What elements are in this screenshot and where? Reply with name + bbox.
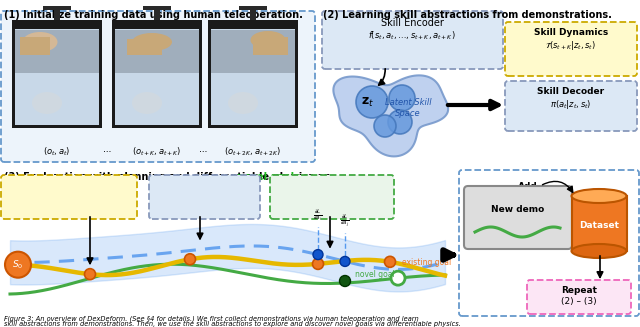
Text: existing goal: existing goal bbox=[402, 258, 451, 267]
Ellipse shape bbox=[22, 32, 58, 52]
Text: Plan skill with dynamics: Plan skill with dynamics bbox=[12, 181, 126, 190]
Circle shape bbox=[313, 250, 323, 260]
Text: Repeat: Repeat bbox=[561, 286, 597, 295]
Bar bbox=[208, 20, 298, 128]
Bar bbox=[15, 30, 99, 73]
Bar bbox=[20, 37, 50, 55]
Bar bbox=[211, 29, 295, 125]
Text: Skill Encoder: Skill Encoder bbox=[381, 18, 444, 28]
Circle shape bbox=[389, 85, 415, 111]
Text: $(o_{t+K}, a_{t+K})$: $(o_{t+K}, a_{t+K})$ bbox=[132, 145, 182, 158]
Bar bbox=[15, 29, 99, 125]
Text: skill abstractions from demonstrations. Then, we use the skill abstractions to e: skill abstractions from demonstrations. … bbox=[4, 321, 461, 327]
Ellipse shape bbox=[132, 92, 162, 114]
Text: (2) Learning skill abstractions from demonstrations.: (2) Learning skill abstractions from dem… bbox=[323, 10, 612, 20]
Bar bbox=[143, 6, 171, 10]
Circle shape bbox=[374, 115, 396, 137]
Circle shape bbox=[385, 256, 396, 267]
Circle shape bbox=[340, 256, 350, 267]
Text: (2) – (3): (2) – (3) bbox=[561, 297, 597, 306]
Text: $\cdots$: $\cdots$ bbox=[102, 145, 112, 154]
Text: Dataset: Dataset bbox=[579, 220, 619, 230]
Text: (1) Initialize training data using human teleoperation.: (1) Initialize training data using human… bbox=[4, 10, 303, 20]
Text: Latent Skill
Space: Latent Skill Space bbox=[385, 98, 431, 118]
Ellipse shape bbox=[32, 92, 62, 114]
Circle shape bbox=[388, 110, 412, 134]
FancyBboxPatch shape bbox=[270, 175, 394, 219]
Bar bbox=[112, 20, 202, 128]
Text: Figure 3: An overview of DexDeform. (See §4 for details.) We first collect demon: Figure 3: An overview of DexDeform. (See… bbox=[4, 315, 419, 322]
FancyBboxPatch shape bbox=[464, 186, 572, 249]
Ellipse shape bbox=[572, 244, 627, 258]
Circle shape bbox=[84, 269, 95, 280]
Text: novel goals.: novel goals. bbox=[237, 172, 303, 182]
Text: $\mathbf{z}_t$: $\mathbf{z}_t$ bbox=[362, 95, 374, 109]
Text: $\pi(a_t|z_t, s_t)$: $\pi(a_t|z_t, s_t)$ bbox=[550, 98, 592, 111]
Polygon shape bbox=[333, 75, 448, 156]
Text: $\mathcal{T}(s_{t+K}|z_t, s_t)$: $\mathcal{T}(s_{t+K}|z_t, s_t)$ bbox=[45, 192, 93, 205]
FancyBboxPatch shape bbox=[149, 175, 260, 219]
Text: Skill Decoder: Skill Decoder bbox=[538, 87, 605, 96]
Bar bbox=[211, 29, 295, 125]
Circle shape bbox=[356, 86, 388, 118]
Text: $\mathcal{T}(s_{t+K}|z_t, s_t)$: $\mathcal{T}(s_{t+K}|z_t, s_t)$ bbox=[545, 39, 596, 52]
Ellipse shape bbox=[228, 92, 258, 114]
Text: $\nabla_a L(s_T, g)$: $\nabla_a L(s_T, g)$ bbox=[313, 192, 351, 205]
Ellipse shape bbox=[132, 33, 172, 51]
Bar bbox=[154, 10, 160, 20]
Text: Gradient Descent: Gradient Descent bbox=[291, 181, 374, 190]
Circle shape bbox=[184, 254, 195, 265]
Circle shape bbox=[312, 258, 323, 269]
Text: novel goal: novel goal bbox=[355, 270, 395, 279]
Text: $\frac{\partial L}{\partial a_j}$: $\frac{\partial L}{\partial a_j}$ bbox=[340, 213, 349, 230]
Bar bbox=[115, 29, 199, 125]
Bar bbox=[115, 29, 199, 125]
Ellipse shape bbox=[572, 189, 627, 203]
Bar bbox=[239, 6, 267, 10]
Text: $\cdots$: $\cdots$ bbox=[198, 145, 208, 154]
FancyBboxPatch shape bbox=[1, 11, 315, 162]
FancyBboxPatch shape bbox=[527, 280, 631, 314]
Bar bbox=[211, 30, 295, 73]
Circle shape bbox=[339, 276, 351, 286]
Text: Add: Add bbox=[518, 182, 538, 191]
Bar bbox=[572, 196, 627, 251]
Bar bbox=[12, 20, 102, 128]
Bar bbox=[54, 10, 60, 20]
Text: $\pi(a_t|z_t, s_t)$: $\pi(a_t|z_t, s_t)$ bbox=[184, 192, 224, 205]
Circle shape bbox=[391, 271, 405, 285]
Text: $f(s_t, a_t, \ldots, s_{t+K}, a_{t+K})$: $f(s_t, a_t, \ldots, s_{t+K}, a_{t+K})$ bbox=[368, 29, 456, 42]
Text: $(o_{t+2K}, a_{t+2K})$: $(o_{t+2K}, a_{t+2K})$ bbox=[225, 145, 282, 158]
Text: (3) Exploration with planning and differentiable physics on: (3) Exploration with planning and differ… bbox=[4, 172, 334, 182]
Circle shape bbox=[5, 252, 31, 278]
Text: $\frac{\partial L}{\partial a_i}$: $\frac{\partial L}{\partial a_i}$ bbox=[314, 207, 323, 223]
Bar bbox=[15, 29, 99, 125]
Bar bbox=[115, 30, 199, 73]
Text: Decoding skill: Decoding skill bbox=[171, 181, 237, 190]
Text: Skill Dynamics: Skill Dynamics bbox=[534, 28, 608, 37]
FancyBboxPatch shape bbox=[459, 170, 639, 316]
FancyBboxPatch shape bbox=[322, 11, 503, 69]
Bar bbox=[250, 10, 256, 20]
FancyBboxPatch shape bbox=[505, 22, 637, 76]
Text: $S_0$: $S_0$ bbox=[12, 258, 24, 271]
FancyBboxPatch shape bbox=[1, 175, 137, 219]
Bar bbox=[253, 37, 288, 55]
FancyBboxPatch shape bbox=[505, 81, 637, 131]
Text: New demo: New demo bbox=[492, 205, 545, 214]
Bar bbox=[127, 39, 162, 55]
Ellipse shape bbox=[250, 31, 285, 49]
Text: $(o_t, a_t)$: $(o_t, a_t)$ bbox=[44, 145, 71, 158]
Bar bbox=[43, 6, 71, 10]
